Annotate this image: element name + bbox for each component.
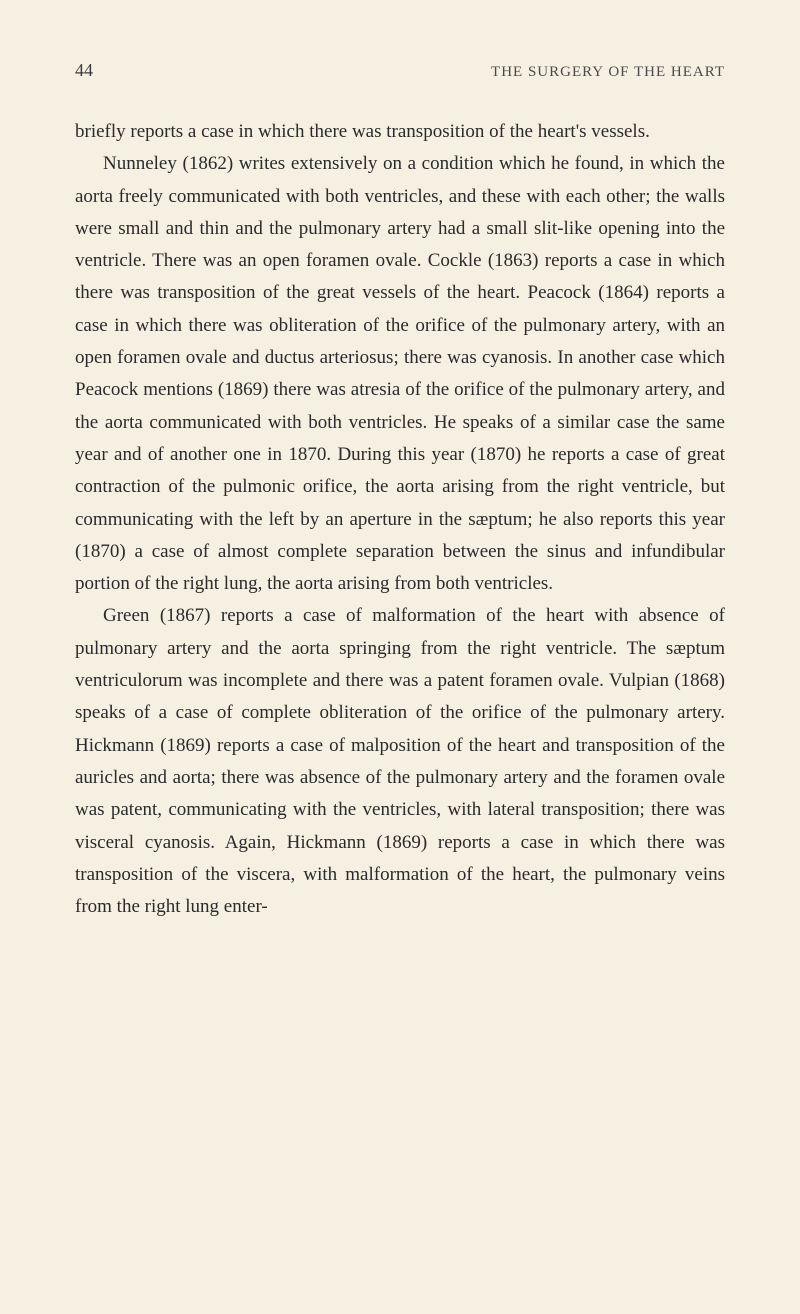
paragraph: Green (1867) reports a case of malformat…: [75, 600, 725, 923]
paragraph: briefly reports a case in which there wa…: [75, 116, 725, 148]
page-header: 44 THE SURGERY OF THE HEART: [75, 60, 725, 81]
body-text: briefly reports a case in which there wa…: [75, 116, 725, 923]
page-container: 44 THE SURGERY OF THE HEART briefly repo…: [0, 0, 800, 1003]
page-number: 44: [75, 60, 93, 81]
running-title: THE SURGERY OF THE HEART: [491, 64, 725, 81]
paragraph: Nunneley (1862) writes extensively on a …: [75, 148, 725, 600]
